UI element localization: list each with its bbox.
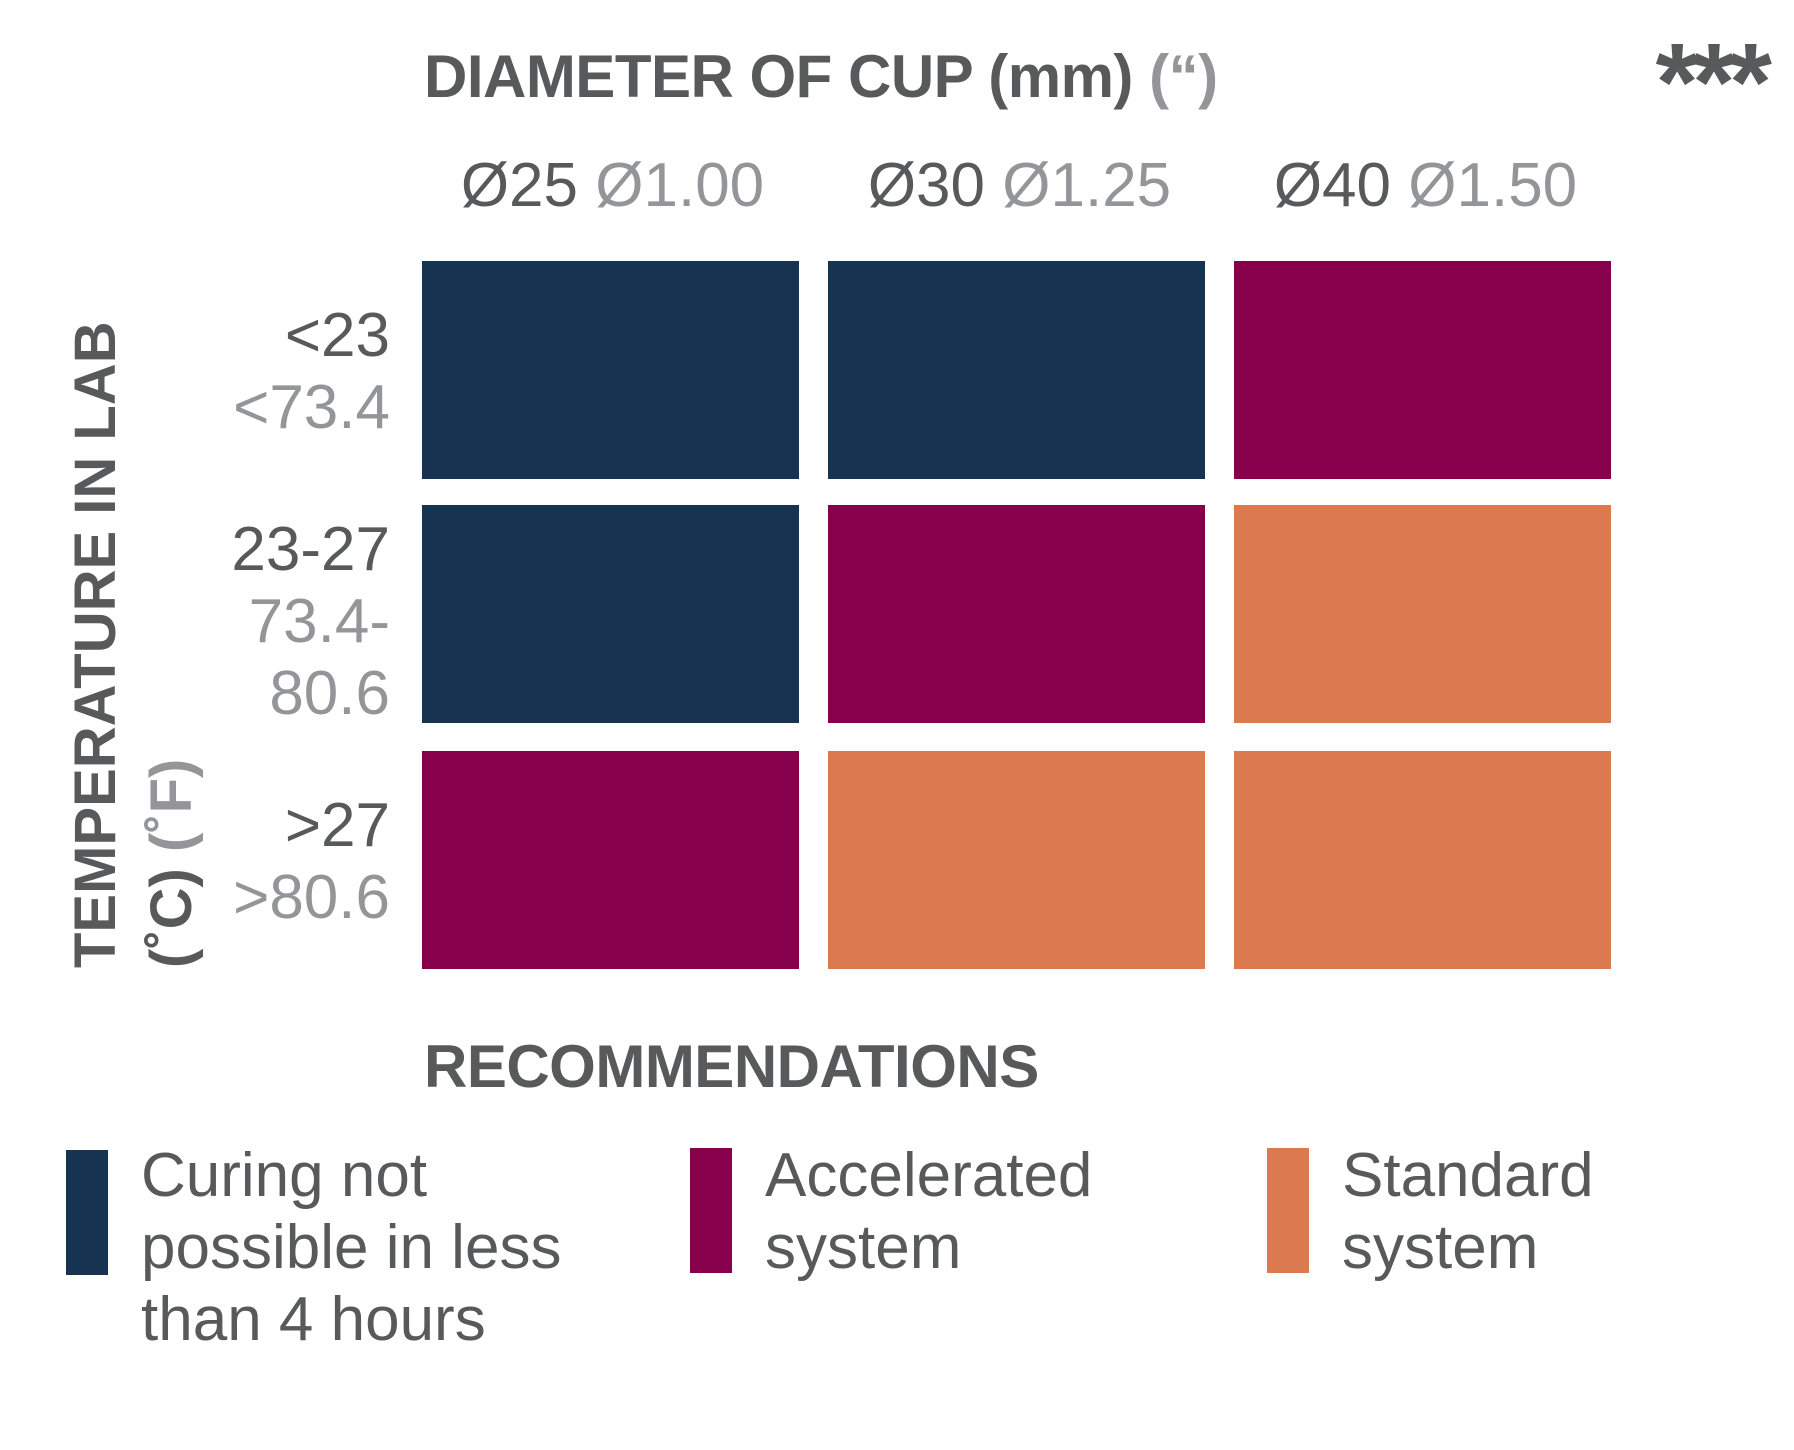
row-label-2: 23-27 73.4- 80.6	[231, 514, 390, 730]
matrix-cell-accelerated	[828, 505, 1205, 723]
column-axis-title-unit: (“)	[1149, 43, 1218, 110]
column-axis-title: DIAMETER OF CUP (mm) (“)	[424, 42, 1218, 111]
legend-swatch-accelerated	[690, 1148, 732, 1273]
row-label-celsius: 23-27	[231, 515, 390, 584]
column-label-1: Ø25 Ø1.00	[424, 150, 801, 221]
row-label-fahrenheit-cont: 80.6	[269, 659, 390, 728]
row-label-celsius: <23	[284, 301, 390, 370]
row-axis-title: TEMPERATURE IN LAB (˚C) (˚F)	[58, 321, 210, 968]
legend-swatch-not-possible	[66, 1150, 108, 1275]
row-label-celsius: >27	[284, 791, 390, 860]
matrix-cell-accelerated	[1234, 261, 1611, 479]
matrix-cell-standard	[828, 751, 1205, 969]
row-label-fahrenheit: 73.4-	[248, 587, 390, 656]
column-label-mm: Ø40	[1273, 151, 1392, 220]
row-axis-unit-fahrenheit: (˚F)	[139, 758, 204, 853]
column-label-inch: Ø1.25	[1002, 151, 1172, 220]
column-label-mm: Ø30	[867, 151, 986, 220]
row-label-3: >27 >80.6	[233, 790, 390, 934]
legend-swatch-standard	[1267, 1148, 1309, 1273]
column-label-3: Ø40 Ø1.50	[1237, 150, 1614, 221]
row-axis-unit-celsius: (˚C)	[139, 868, 204, 968]
matrix-cell-not-possible	[422, 505, 799, 723]
legend-label-standard: Standard system	[1342, 1141, 1594, 1282]
row-axis-title-line2: (˚C) (˚F)	[134, 321, 210, 968]
column-label-inch: Ø1.50	[1408, 151, 1578, 220]
matrix-cell-standard	[1234, 505, 1611, 723]
row-label-1: <23 <73.4	[233, 300, 390, 444]
legend-label-not-possible: Curing not possible in less than 4 hours	[141, 1141, 562, 1354]
legend-title: RECOMMENDATIONS	[424, 1033, 1039, 1100]
matrix-cell-accelerated	[422, 751, 799, 969]
row-label-fahrenheit: >80.6	[233, 863, 390, 932]
row-label-fahrenheit: <73.4	[233, 373, 390, 442]
matrix-cell-not-possible	[422, 261, 799, 479]
column-label-mm: Ø25	[460, 151, 579, 220]
column-axis-title-main: DIAMETER OF CUP (mm)	[424, 43, 1133, 110]
column-label-2: Ø30 Ø1.25	[831, 150, 1208, 221]
matrix-cell-not-possible	[828, 261, 1205, 479]
row-axis-title-line1: TEMPERATURE IN LAB	[63, 321, 128, 968]
matrix-cell-standard	[1234, 751, 1611, 969]
rating-stars: ***	[1655, 21, 1772, 144]
legend-label-accelerated: Accelerated system	[765, 1141, 1093, 1282]
column-label-inch: Ø1.00	[595, 151, 765, 220]
